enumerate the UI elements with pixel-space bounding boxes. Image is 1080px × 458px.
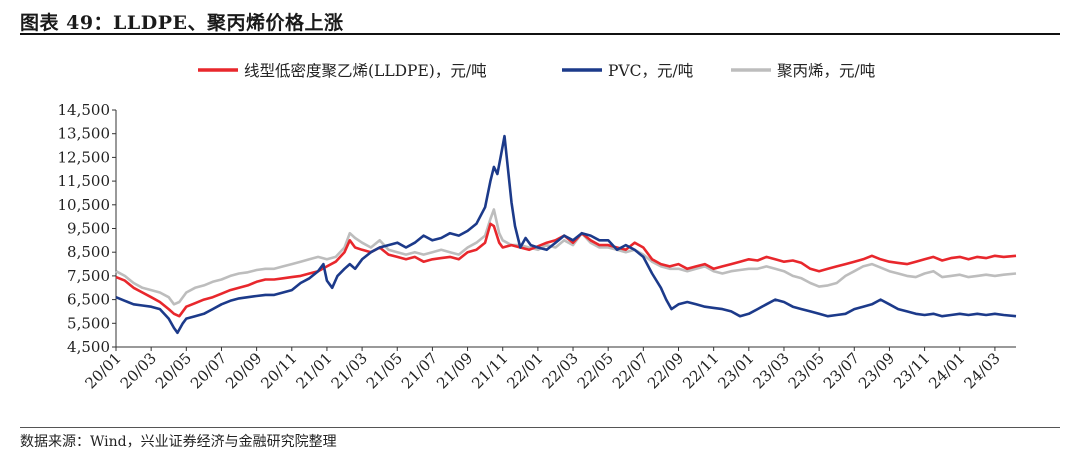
x-tick-label: 22/07 — [609, 349, 652, 392]
x-tick-label: 21/01 — [292, 349, 335, 392]
y-tick-label: 7,500 — [67, 267, 110, 285]
legend-label-2: 聚丙烯，元/吨 — [777, 62, 875, 80]
y-tick-label: 10,500 — [58, 196, 111, 214]
series-line-2 — [115, 208, 1017, 306]
x-tick-label: 20/03 — [117, 349, 160, 392]
y-tick-label: 11,500 — [58, 172, 111, 190]
x-tick-label: 24/03 — [960, 349, 1003, 392]
y-tick-label: 6,500 — [67, 291, 110, 309]
y-tick-label: 5,500 — [67, 314, 110, 332]
x-tick-label: 20/11 — [257, 349, 300, 392]
series-line-0 — [115, 222, 1017, 318]
y-tick-label: 4,500 — [67, 338, 110, 356]
x-tick-label: 22/03 — [539, 349, 582, 392]
x-tick-label: 21/07 — [398, 349, 441, 392]
chart-series — [115, 134, 1017, 335]
title-rule — [20, 33, 1060, 35]
x-tick-label: 20/09 — [222, 349, 265, 392]
source-rule — [20, 427, 1060, 428]
x-tick-label: 21/05 — [363, 349, 406, 392]
x-tick-label: 21/09 — [433, 349, 476, 392]
legend-label-0: 线型低密度聚乙烯(LLDPE)，元/吨 — [244, 62, 487, 80]
x-tick-label: 23/05 — [785, 349, 828, 392]
figure-title: 图表 49：LLDPE、聚丙烯价格上涨 — [20, 12, 344, 34]
x-tick-label: 22/05 — [574, 349, 617, 392]
x-tick-label: 21/11 — [468, 349, 511, 392]
x-tick-label: 23/07 — [820, 349, 863, 392]
legend: 线型低密度聚乙烯(LLDPE)，元/吨 PVC，元/吨 聚丙烯，元/吨 — [198, 62, 875, 80]
x-tick-label: 22/01 — [503, 349, 546, 392]
x-tick-label: 23/09 — [855, 349, 898, 392]
x-tick-label: 24/01 — [925, 349, 968, 392]
x-tick-label: 20/05 — [152, 349, 195, 392]
y-tick-label: 9,500 — [67, 220, 110, 238]
x-tick-label: 23/11 — [890, 349, 933, 392]
y-tick-label: 13,500 — [58, 125, 111, 143]
x-tick-label: 22/11 — [679, 349, 722, 392]
legend-label-1: PVC，元/吨 — [608, 62, 693, 80]
source-note: 数据来源：Wind，兴业证券经济与金融研究院整理 — [20, 434, 337, 450]
y-tick-label: 8,500 — [67, 243, 110, 261]
y-tick-label: 14,500 — [58, 101, 111, 119]
x-tick-label: 20/07 — [187, 349, 230, 392]
x-tick-label: 21/03 — [328, 349, 371, 392]
series-line-1 — [115, 134, 1017, 335]
y-tick-label: 12,500 — [58, 148, 111, 166]
x-tick-label: 23/03 — [749, 349, 792, 392]
x-tick-label: 23/01 — [714, 349, 757, 392]
x-tick-label: 22/09 — [644, 349, 687, 392]
